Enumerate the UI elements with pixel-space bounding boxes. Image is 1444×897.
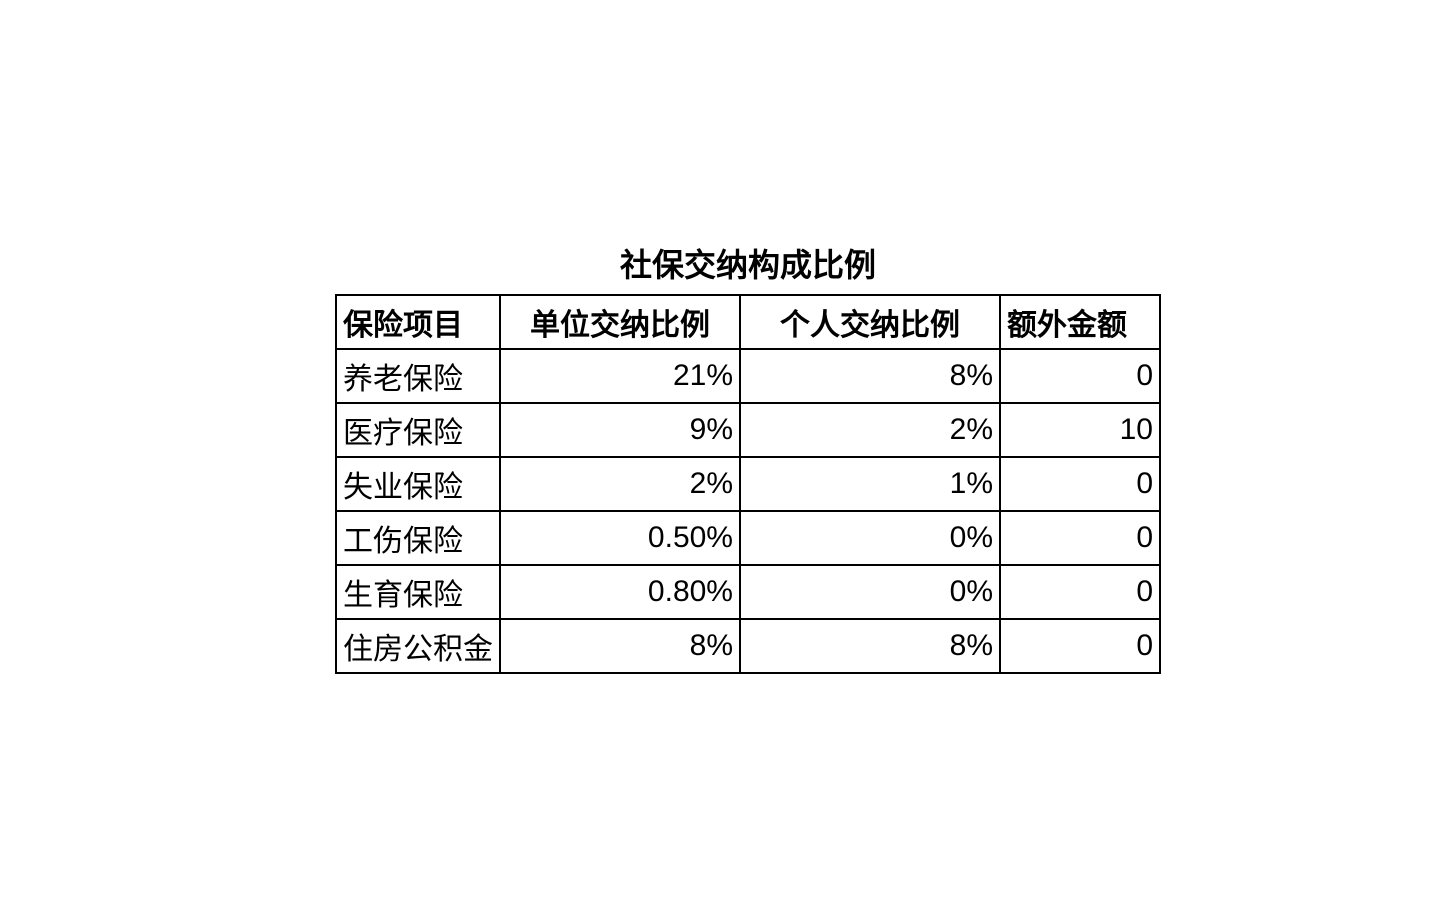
table-row: 工伤保险 0.50% 0% 0 — [336, 511, 1160, 565]
cell-item: 医疗保险 — [336, 403, 500, 457]
cell-unit-rate: 9% — [500, 403, 740, 457]
cell-extra: 0 — [1000, 349, 1160, 403]
header-personal-rate: 个人交纳比例 — [740, 295, 1000, 349]
header-unit-rate: 单位交纳比例 — [500, 295, 740, 349]
table-header-row: 保险项目 单位交纳比例 个人交纳比例 额外金额 — [336, 295, 1160, 349]
cell-item: 养老保险 — [336, 349, 500, 403]
cell-personal-rate: 8% — [740, 619, 1000, 673]
cell-unit-rate: 21% — [500, 349, 740, 403]
cell-extra: 10 — [1000, 403, 1160, 457]
cell-extra: 0 — [1000, 457, 1160, 511]
cell-unit-rate: 2% — [500, 457, 740, 511]
table-row: 生育保险 0.80% 0% 0 — [336, 565, 1160, 619]
cell-personal-rate: 8% — [740, 349, 1000, 403]
header-item: 保险项目 — [336, 295, 500, 349]
cell-personal-rate: 0% — [740, 511, 1000, 565]
cell-unit-rate: 8% — [500, 619, 740, 673]
table-row: 住房公积金 8% 8% 0 — [336, 619, 1160, 673]
table-title: 社保交纳构成比例 — [335, 240, 1161, 286]
social-insurance-table: 保险项目 单位交纳比例 个人交纳比例 额外金额 养老保险 21% 8% 0 医疗… — [335, 294, 1161, 674]
cell-item: 生育保险 — [336, 565, 500, 619]
table-row: 养老保险 21% 8% 0 — [336, 349, 1160, 403]
cell-personal-rate: 1% — [740, 457, 1000, 511]
cell-extra: 0 — [1000, 565, 1160, 619]
cell-item: 住房公积金 — [336, 619, 500, 673]
cell-unit-rate: 0.50% — [500, 511, 740, 565]
header-extra: 额外金额 — [1000, 295, 1160, 349]
cell-extra: 0 — [1000, 511, 1160, 565]
cell-personal-rate: 0% — [740, 565, 1000, 619]
table-container: 社保交纳构成比例 保险项目 单位交纳比例 个人交纳比例 额外金额 养老保险 21… — [335, 240, 1161, 674]
cell-unit-rate: 0.80% — [500, 565, 740, 619]
cell-item: 工伤保险 — [336, 511, 500, 565]
cell-extra: 0 — [1000, 619, 1160, 673]
table-row: 医疗保险 9% 2% 10 — [336, 403, 1160, 457]
cell-personal-rate: 2% — [740, 403, 1000, 457]
cell-item: 失业保险 — [336, 457, 500, 511]
table-row: 失业保险 2% 1% 0 — [336, 457, 1160, 511]
